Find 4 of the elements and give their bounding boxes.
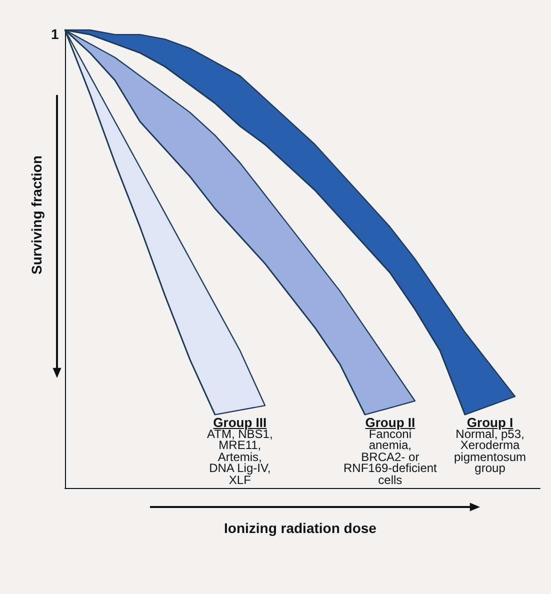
x-axis-title: Ionizing radiation dose xyxy=(224,520,376,536)
text: 1 xyxy=(51,26,59,42)
y-axis-title: Surviving fraction xyxy=(28,155,44,275)
series-label: Group II xyxy=(364,414,416,430)
